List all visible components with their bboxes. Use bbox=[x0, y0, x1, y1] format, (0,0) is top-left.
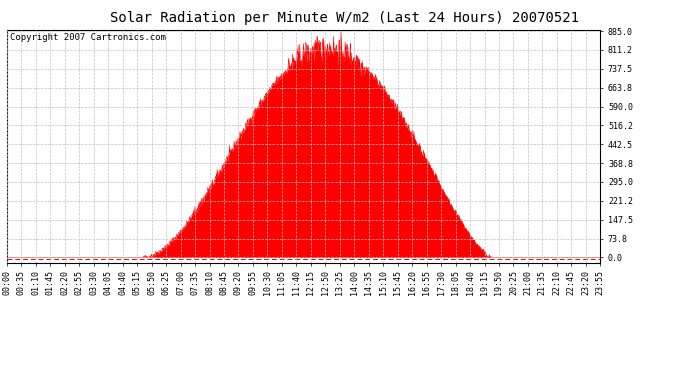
Text: Solar Radiation per Minute W/m2 (Last 24 Hours) 20070521: Solar Radiation per Minute W/m2 (Last 24… bbox=[110, 11, 580, 25]
Text: Copyright 2007 Cartronics.com: Copyright 2007 Cartronics.com bbox=[10, 33, 166, 42]
